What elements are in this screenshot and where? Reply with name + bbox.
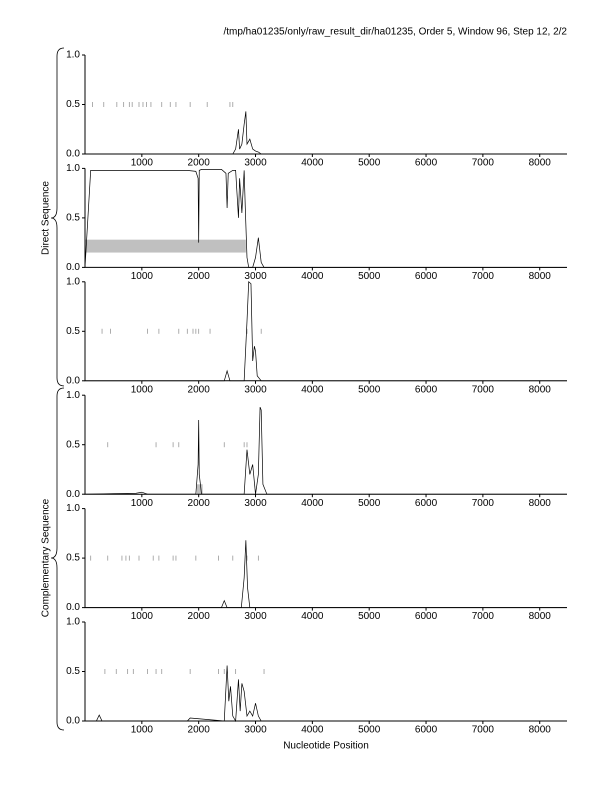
y-tick-label: 0.5 xyxy=(66,666,80,677)
y-tick-label: 0.5 xyxy=(66,553,80,564)
line xyxy=(85,665,567,723)
y-tick-label: 0.5 xyxy=(66,326,80,337)
region xyxy=(196,484,203,495)
y-tick-label: 0.0 xyxy=(66,262,80,273)
x-tick-label: 8000 xyxy=(529,384,552,395)
brace xyxy=(50,387,65,731)
x-tick-label: 7000 xyxy=(472,498,495,509)
x-tick-label: 1000 xyxy=(131,271,154,282)
x-tick-label: 8000 xyxy=(529,498,552,509)
line xyxy=(84,169,567,268)
x-tick-label: 6000 xyxy=(415,384,438,395)
y-tick-label: 0.0 xyxy=(66,602,80,613)
region xyxy=(85,239,246,253)
x-tick-label: 5000 xyxy=(358,611,381,622)
y-tick-label: 0.5 xyxy=(66,213,80,224)
line xyxy=(85,281,567,382)
y-tick-label: 1.0 xyxy=(66,617,80,628)
x-tick-label: 7000 xyxy=(472,384,495,395)
x-tick-label: 3000 xyxy=(244,384,267,395)
group-label: Direct Sequence xyxy=(41,181,52,255)
y-tick-label: 0.0 xyxy=(66,489,80,500)
x-tick-label: 5000 xyxy=(358,384,381,395)
group-label: Complementary Sequence xyxy=(41,498,52,617)
y-tick-label: 0.5 xyxy=(66,99,80,110)
brace xyxy=(50,47,65,387)
x-tick-label: 7000 xyxy=(472,271,495,282)
x-tick-label: 2000 xyxy=(188,158,211,169)
x-tick-label: 4000 xyxy=(301,725,324,736)
x-tick-label: 5000 xyxy=(358,725,381,736)
x-tick-label: 8000 xyxy=(529,271,552,282)
x-tick-label: 7000 xyxy=(472,725,495,736)
x-tick-label: 3000 xyxy=(244,158,267,169)
axis-frame xyxy=(84,55,567,155)
line xyxy=(85,540,567,608)
y-tick-label: 0.5 xyxy=(66,439,80,450)
axis-frame xyxy=(84,281,567,382)
line xyxy=(85,111,567,155)
x-tick-label: 6000 xyxy=(415,158,438,169)
x-tick-label: 8000 xyxy=(529,725,552,736)
axis-frame xyxy=(84,622,567,722)
y-tick-label: 0.0 xyxy=(66,716,80,727)
x-tick-label: 6000 xyxy=(415,725,438,736)
x-tick-label: 1000 xyxy=(131,384,154,395)
y-tick-label: 0.0 xyxy=(66,149,80,160)
x-tick-label: 3000 xyxy=(244,611,267,622)
x-axis-label: Nucleotide Position xyxy=(283,741,369,752)
x-tick-label: 5000 xyxy=(358,498,381,509)
x-tick-label: 5000 xyxy=(358,271,381,282)
x-tick-label: 6000 xyxy=(415,271,438,282)
x-tick-label: 3000 xyxy=(244,498,267,509)
x-tick-label: 4000 xyxy=(301,611,324,622)
y-tick-label: 1.0 xyxy=(66,390,80,401)
x-tick-label: 7000 xyxy=(472,158,495,169)
x-tick-label: 2000 xyxy=(188,498,211,509)
x-tick-label: 2000 xyxy=(188,271,211,282)
x-tick-label: 4000 xyxy=(301,158,324,169)
x-tick-label: 4000 xyxy=(301,271,324,282)
y-tick-label: 1.0 xyxy=(66,503,80,514)
y-tick-label: 1.0 xyxy=(66,163,80,174)
x-tick-label: 5000 xyxy=(358,158,381,169)
x-tick-label: 7000 xyxy=(472,611,495,622)
header: /tmp/ha01235/only/raw_result_dir/ha01235… xyxy=(223,27,567,38)
axis-frame xyxy=(84,508,567,609)
x-tick-label: 2000 xyxy=(188,611,211,622)
y-tick-label: 1.0 xyxy=(66,50,80,61)
x-tick-label: 1000 xyxy=(131,611,154,622)
x-tick-label: 3000 xyxy=(244,271,267,282)
x-tick-label: 4000 xyxy=(301,384,324,395)
x-tick-label: 2000 xyxy=(188,725,211,736)
x-tick-label: 2000 xyxy=(188,384,211,395)
x-tick-label: 1000 xyxy=(131,498,154,509)
x-tick-label: 1000 xyxy=(131,158,154,169)
x-tick-label: 4000 xyxy=(301,498,324,509)
x-tick-label: 1000 xyxy=(131,725,154,736)
line xyxy=(84,406,567,495)
axis-frame xyxy=(84,395,567,495)
x-tick-label: 8000 xyxy=(529,611,552,622)
x-tick-label: 6000 xyxy=(415,498,438,509)
y-tick-label: 0.0 xyxy=(66,375,80,386)
x-tick-label: 3000 xyxy=(244,725,267,736)
y-tick-label: 1.0 xyxy=(66,276,80,287)
x-tick-label: 8000 xyxy=(529,158,552,169)
x-tick-label: 6000 xyxy=(415,611,438,622)
